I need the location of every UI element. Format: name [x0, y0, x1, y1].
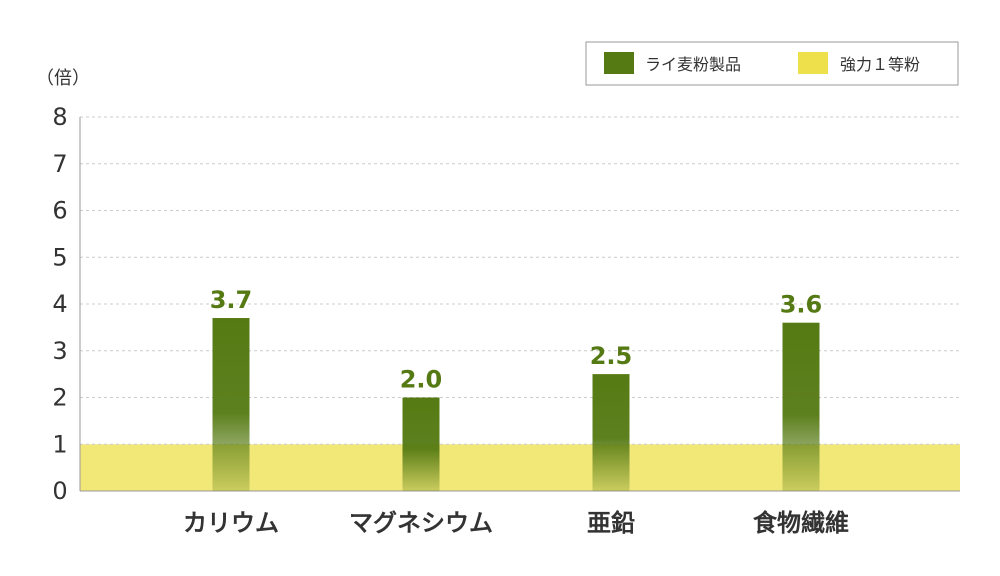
- y-tick-label: 7: [52, 150, 67, 178]
- bar: [592, 374, 630, 491]
- category-label: 食物繊維: [753, 509, 849, 537]
- y-axis-unit-label: （倍）: [36, 68, 90, 89]
- y-tick-label: 2: [52, 384, 67, 412]
- grid-lines: [80, 116, 960, 445]
- y-tick-label: 8: [52, 103, 67, 131]
- legend: ライ麦粉製品 強力１等粉: [585, 41, 959, 86]
- y-tick-label: 1: [52, 430, 67, 458]
- baseline-band: [80, 444, 960, 491]
- data-labels: 3.7 2.0 2.5 3.6: [210, 286, 823, 393]
- legend-swatch-rye: [604, 52, 634, 74]
- y-tick-label: 3: [52, 337, 67, 365]
- bar-data-label: 2.5: [590, 342, 633, 370]
- category-label: 亜鉛: [587, 509, 635, 537]
- legend-swatch-flour: [798, 52, 828, 74]
- legend-label-flour: 強力１等粉: [840, 55, 920, 74]
- bars: [212, 318, 820, 491]
- y-tick-labels: 0 1 2 3 4 5 6 7 8: [52, 103, 67, 505]
- y-tick-label: 6: [52, 197, 67, 225]
- category-label: カリウム: [183, 509, 279, 537]
- bar-data-label: 3.7: [210, 286, 253, 314]
- bar: [212, 318, 250, 491]
- legend-label-rye: ライ麦粉製品: [645, 55, 741, 74]
- bar-data-label: 3.6: [780, 291, 823, 319]
- y-tick-label: 4: [52, 290, 67, 318]
- legend-box: [585, 41, 959, 86]
- category-label: マグネシウム: [349, 509, 493, 537]
- bar: [402, 397, 440, 491]
- y-tick-label: 0: [52, 477, 67, 505]
- bar: [782, 322, 820, 491]
- category-labels: カリウム マグネシウム 亜鉛 食物繊維: [183, 509, 849, 537]
- y-tick-label: 5: [52, 243, 67, 271]
- bar-data-label: 2.0: [400, 366, 443, 394]
